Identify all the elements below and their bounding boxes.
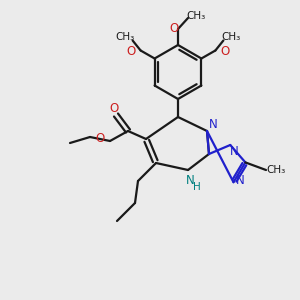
Text: CH₃: CH₃ [266, 165, 286, 175]
Text: CH₃: CH₃ [115, 32, 134, 43]
Text: O: O [126, 45, 136, 58]
Text: N: N [208, 118, 217, 131]
Text: CH₃: CH₃ [222, 32, 241, 43]
Text: CH₃: CH₃ [186, 11, 206, 21]
Text: N: N [230, 146, 239, 158]
Text: N: N [236, 174, 245, 187]
Text: O: O [169, 22, 178, 35]
Text: N: N [186, 175, 194, 188]
Text: O: O [220, 45, 230, 58]
Text: H: H [193, 182, 201, 192]
Text: O: O [96, 131, 105, 145]
Text: O: O [110, 101, 118, 115]
